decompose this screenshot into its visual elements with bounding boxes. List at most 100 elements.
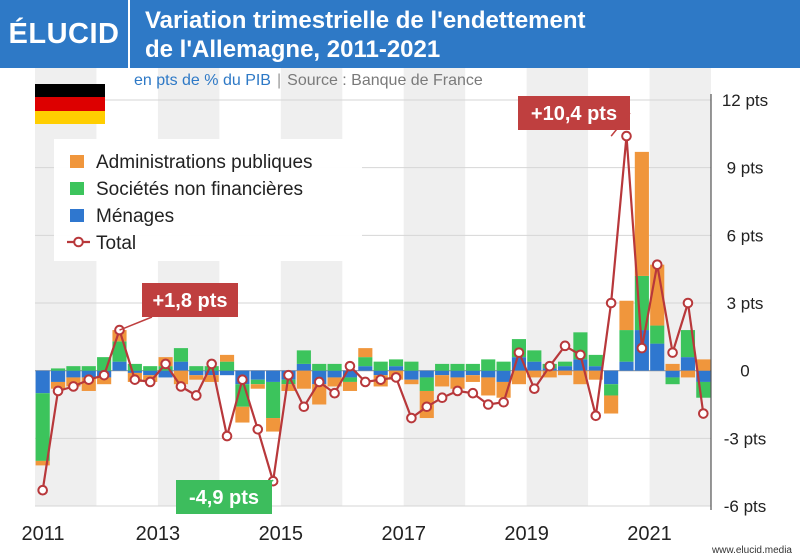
bar-societes [296, 350, 311, 364]
bar-administrations [481, 377, 496, 396]
bar-societes [588, 354, 603, 367]
bar-societes [680, 330, 696, 358]
bar-administrations [604, 395, 619, 414]
legend-label: Total [96, 233, 136, 254]
bar-administrations [327, 377, 342, 387]
subtitle-unit: en pts de % du PIB [134, 72, 271, 89]
bar-menages [35, 370, 50, 394]
bar-societes [557, 361, 573, 367]
total-point [513, 347, 525, 358]
total-point [590, 410, 602, 422]
bar-menages [50, 370, 66, 382]
legend-swatch [70, 155, 84, 168]
x-tick-label: 2021 [627, 523, 672, 542]
bar-administrations [634, 151, 649, 276]
bar-administrations [619, 300, 634, 331]
bar-administrations [680, 370, 696, 378]
total-point [68, 381, 79, 392]
bar-societes [496, 361, 511, 371]
bar-menages [481, 370, 496, 378]
total-point [482, 399, 494, 410]
bar-menages [650, 343, 665, 371]
total-point [313, 376, 325, 388]
bar-administrations [435, 375, 450, 387]
annotation-label: +10,4 pts [531, 103, 617, 125]
bar-menages [588, 366, 603, 371]
bar-societes [665, 377, 680, 385]
total-point [544, 360, 555, 372]
bar-administrations [296, 370, 311, 389]
legend-label: Administrations publiques [96, 152, 313, 173]
flag-stripe-black [35, 84, 105, 98]
bar-menages [112, 361, 127, 371]
total-point [175, 381, 187, 392]
bar-administrations [204, 375, 219, 382]
total-point [467, 387, 479, 399]
bar-societes [342, 377, 358, 382]
x-tick-label: 2017 [381, 523, 426, 542]
bar-menages [450, 370, 465, 378]
total-point [498, 396, 509, 408]
bar-administrations [358, 348, 373, 358]
bar-societes [189, 366, 204, 371]
bar-menages [465, 370, 480, 376]
legend-swatch [70, 182, 84, 195]
legend-label: Sociétés non financières [96, 179, 303, 200]
bar-menages [81, 370, 96, 378]
bar-administrations [235, 406, 250, 423]
total-point [421, 401, 433, 413]
bar-administrations [250, 384, 265, 389]
x-tick-label: 2019 [504, 523, 549, 542]
footer-url: www.elucid.media [711, 545, 792, 556]
total-point [636, 342, 648, 354]
footer: www.elucid.media [0, 542, 800, 560]
bar-administrations [573, 370, 588, 385]
bar-administrations [404, 379, 419, 385]
y-tick-label: 9 pts [727, 159, 764, 178]
bar-menages [219, 370, 235, 376]
total-point [682, 297, 694, 309]
total-point [237, 374, 248, 385]
bar-societes [66, 366, 81, 371]
bar-menages [158, 370, 173, 378]
bar-menages [619, 361, 634, 371]
bar-societes [127, 363, 142, 371]
total-point [360, 376, 371, 388]
bar-societes [173, 348, 189, 362]
chart-svg: 12 pts 9 pts 6 pts 3 pts 0 -3 pts -6 pts 2011 20… [21, 68, 768, 542]
total-point [329, 387, 340, 399]
bar-societes [266, 381, 281, 419]
total-point [221, 430, 233, 442]
total-point [144, 376, 156, 388]
bar-administrations [97, 377, 112, 385]
bar-menages [696, 370, 711, 382]
bar-menages [358, 366, 373, 371]
total-point [129, 374, 141, 385]
bar-administrations [219, 354, 235, 362]
annotation-2012t2: +1,8 pts [119, 283, 238, 331]
y-tick-label: 3 pts [727, 294, 764, 313]
bar-societes [404, 361, 419, 371]
bar-administrations [450, 377, 465, 389]
total-point [160, 358, 171, 370]
y-tick-label: -3 pts [724, 429, 767, 448]
y-tick-label: 6 pts [727, 226, 764, 245]
total-point [206, 358, 217, 370]
year-band [403, 68, 466, 506]
bar-menages [66, 370, 81, 378]
elucid-logo: ÉLUCID [0, 0, 130, 68]
bar-menages [680, 357, 696, 371]
chart-subtitle: en pts de % du PIB | Source : Banque de Fr… [134, 72, 483, 90]
legend-box [54, 139, 362, 261]
bar-menages [573, 359, 588, 371]
total-point [298, 401, 310, 413]
bar-societes [419, 377, 434, 391]
bar-societes [219, 361, 235, 371]
y-tick-label: 12 pts [722, 91, 768, 110]
legend-swatch [70, 209, 84, 222]
bar-menages [496, 370, 511, 382]
annotation-pointer [610, 112, 631, 137]
bar-societes [465, 363, 480, 371]
bar-menages [173, 361, 189, 371]
